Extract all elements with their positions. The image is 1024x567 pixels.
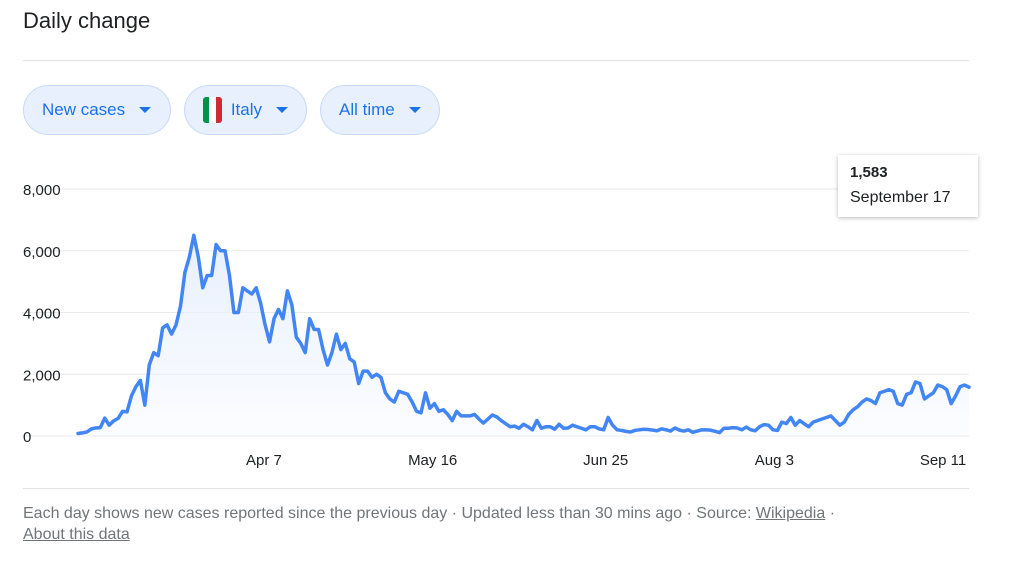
y-tick-label: 8,000 (23, 182, 61, 199)
italy-flag-icon (203, 97, 222, 123)
y-tick-label: 6,000 (23, 244, 61, 261)
series-area (78, 235, 969, 436)
footer-note: Each day shows new cases reported since … (23, 505, 448, 522)
x-tick-label: Jun 25 (583, 452, 628, 469)
series-line (76, 233, 971, 436)
caret-down-icon (408, 107, 421, 113)
tooltip-date: September 17 (850, 189, 951, 206)
divider (23, 488, 969, 489)
country-dropdown[interactable]: Italy (184, 85, 307, 135)
x-tick-label: Sep 11 (920, 452, 966, 469)
page-title: Daily change (23, 8, 151, 33)
y-tick-label: 2,000 (23, 367, 61, 384)
separator: · (451, 505, 458, 522)
metric-dropdown-label: New cases (42, 100, 126, 119)
about-data-link[interactable]: About this data (23, 526, 130, 543)
chart-tooltip: 1,583 September 17 (838, 155, 978, 217)
y-tick-label: 4,000 (23, 306, 61, 323)
x-tick-label: Apr 7 (246, 452, 282, 469)
footer-source-label: Source: (696, 505, 752, 522)
y-tick-label: 0 (23, 429, 31, 446)
metric-dropdown[interactable]: New cases (23, 85, 171, 135)
separator: · (829, 505, 836, 522)
source-link[interactable]: Wikipedia (755, 505, 826, 522)
chart-footer: Each day shows new cases reported since … (23, 503, 973, 545)
divider (23, 60, 969, 61)
footer-updated: Updated less than 30 mins ago (461, 505, 683, 522)
time-range-dropdown[interactable]: All time (320, 85, 440, 135)
caret-down-icon (139, 107, 152, 113)
country-dropdown-label: Italy (230, 100, 262, 119)
caret-down-icon (276, 107, 288, 113)
tooltip-value: 1,583 (850, 164, 888, 181)
x-tick-label: Aug 3 (755, 452, 794, 469)
daily-change-chart[interactable]: 0 2,000 4,000 6,000 8,000 Apr 7 May 16 Jun 25 Au… (0, 140, 1000, 480)
separator: · (686, 505, 692, 522)
x-tick-label: May 16 (408, 452, 457, 469)
time-range-dropdown-label: All time (339, 100, 395, 119)
